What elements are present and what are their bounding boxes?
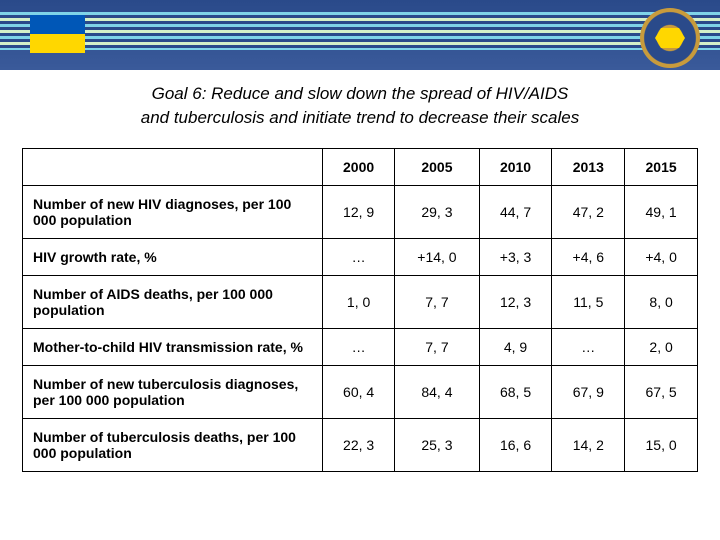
cell-value: …	[552, 328, 625, 365]
data-table: 2000 2005 2010 2013 2015 Number of new H…	[22, 148, 698, 472]
cell-value: 12, 3	[479, 275, 552, 328]
cell-value: 12, 9	[323, 185, 395, 238]
cell-value: 44, 7	[479, 185, 552, 238]
cell-value: 25, 3	[395, 418, 479, 471]
cell-value: +4, 6	[552, 238, 625, 275]
cell-value: 4, 9	[479, 328, 552, 365]
cell-value: +3, 3	[479, 238, 552, 275]
header-col: 2015	[625, 148, 698, 185]
header-col: 2005	[395, 148, 479, 185]
header-banner	[0, 0, 720, 70]
ukraine-flag-icon	[30, 15, 85, 53]
title-line-1: Goal 6: Reduce and slow down the spread …	[152, 84, 569, 103]
cell-value: 67, 9	[552, 365, 625, 418]
cell-value: 67, 5	[625, 365, 698, 418]
cell-value: +4, 0	[625, 238, 698, 275]
table-row: Number of new tuberculosis diagnoses, pe…	[23, 365, 698, 418]
cell-value: 22, 3	[323, 418, 395, 471]
header-col: 2010	[479, 148, 552, 185]
slide-title: Goal 6: Reduce and slow down the spread …	[40, 82, 680, 130]
cell-value: +14, 0	[395, 238, 479, 275]
row-label: HIV growth rate, %	[23, 238, 323, 275]
cell-value: 7, 7	[395, 275, 479, 328]
emblem-icon	[640, 8, 700, 68]
header-blank	[23, 148, 323, 185]
cell-value: 8, 0	[625, 275, 698, 328]
row-label: Number of new tuberculosis diagnoses, pe…	[23, 365, 323, 418]
table-header-row: 2000 2005 2010 2013 2015	[23, 148, 698, 185]
table-row: Number of tuberculosis deaths, per 100 0…	[23, 418, 698, 471]
table-row: HIV growth rate, %…+14, 0+3, 3+4, 6+4, 0	[23, 238, 698, 275]
cell-value: 49, 1	[625, 185, 698, 238]
title-line-2: and tuberculosis and initiate trend to d…	[141, 108, 579, 127]
cell-value: 11, 5	[552, 275, 625, 328]
row-label: Mother-to-child HIV transmission rate, %	[23, 328, 323, 365]
wave-pattern	[0, 12, 720, 50]
row-label: Number of tuberculosis deaths, per 100 0…	[23, 418, 323, 471]
cell-value: …	[323, 328, 395, 365]
cell-value: 2, 0	[625, 328, 698, 365]
table-row: Number of AIDS deaths, per 100 000 popul…	[23, 275, 698, 328]
cell-value: 16, 6	[479, 418, 552, 471]
cell-value: 84, 4	[395, 365, 479, 418]
cell-value: 68, 5	[479, 365, 552, 418]
cell-value: 15, 0	[625, 418, 698, 471]
table-row: Number of new HIV diagnoses, per 100 000…	[23, 185, 698, 238]
header-col: 2000	[323, 148, 395, 185]
header-col: 2013	[552, 148, 625, 185]
cell-value: …	[323, 238, 395, 275]
row-label: Number of new HIV diagnoses, per 100 000…	[23, 185, 323, 238]
table-body: Number of new HIV diagnoses, per 100 000…	[23, 185, 698, 471]
cell-value: 60, 4	[323, 365, 395, 418]
cell-value: 7, 7	[395, 328, 479, 365]
table-row: Mother-to-child HIV transmission rate, %…	[23, 328, 698, 365]
row-label: Number of AIDS deaths, per 100 000 popul…	[23, 275, 323, 328]
cell-value: 1, 0	[323, 275, 395, 328]
cell-value: 29, 3	[395, 185, 479, 238]
cell-value: 47, 2	[552, 185, 625, 238]
cell-value: 14, 2	[552, 418, 625, 471]
